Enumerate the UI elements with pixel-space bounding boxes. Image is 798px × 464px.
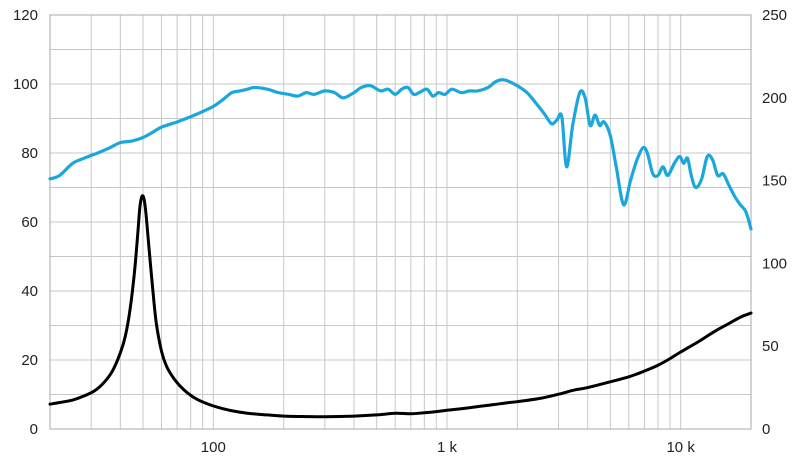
x-tick-label: 10 k — [666, 439, 695, 456]
y-right-tick-label: 200 — [762, 90, 787, 107]
y-right-tick-label: 250 — [762, 7, 787, 24]
frequency-response-curve — [48, 78, 753, 231]
y-left-tick-label: 80 — [21, 145, 38, 162]
y-left-tick-label: 100 — [13, 76, 38, 93]
y-right-tick-label: 0 — [762, 421, 770, 438]
y-left-tick-label: 20 — [21, 352, 38, 369]
y-right-tick-label: 100 — [762, 255, 787, 272]
x-tick-label: 1 k — [437, 439, 458, 456]
y-right-tick-label: 150 — [762, 173, 787, 190]
y-left-tick-label: 0 — [30, 421, 38, 438]
y-left-tick-label: 40 — [21, 283, 38, 300]
impedance-curve — [48, 194, 753, 419]
series-layer — [48, 78, 753, 419]
y-right-tick-label: 50 — [762, 338, 779, 355]
y-left-tick-label: 120 — [13, 7, 38, 24]
y-left-tick-label: 60 — [21, 214, 38, 231]
plot-border — [49, 14, 752, 430]
x-tick-label: 100 — [201, 439, 226, 456]
tick-labels: 0 20 40 60 80 100 120 0 50 100 150 200 250 100 1 k 10 k — [13, 7, 787, 456]
grid — [49, 14, 752, 430]
